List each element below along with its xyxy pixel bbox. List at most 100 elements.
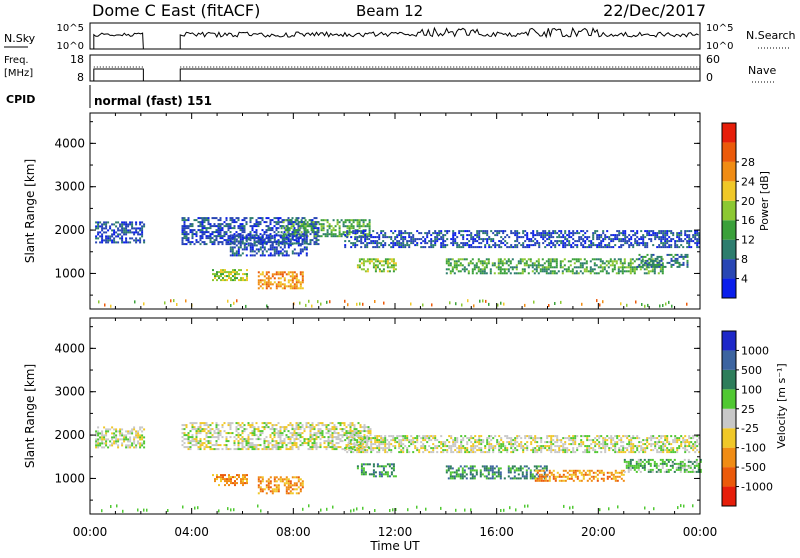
power-echo-cell bbox=[430, 244, 432, 246]
power-echo-cell bbox=[538, 242, 540, 244]
velocity-echo-cell bbox=[284, 442, 286, 444]
power-echo-cell bbox=[436, 240, 438, 242]
velocity-echo-cell bbox=[696, 449, 698, 451]
velocity-echo-cell bbox=[432, 435, 434, 437]
velocity-echo-cell bbox=[670, 435, 672, 437]
power-echo-cell bbox=[200, 221, 202, 223]
velocity-echo-cell bbox=[286, 482, 288, 484]
power-echo-cell bbox=[234, 236, 236, 238]
velocity-echo-cell bbox=[198, 448, 200, 450]
power-echo-cell bbox=[305, 229, 307, 231]
power-echo-cell bbox=[204, 241, 206, 243]
velocity-echo-cell bbox=[522, 447, 524, 449]
power-echo-cell bbox=[424, 238, 426, 240]
power-echo-cell bbox=[694, 232, 696, 234]
power-echo-cell bbox=[268, 229, 270, 231]
power-echo-cell bbox=[242, 279, 244, 281]
power-echo-cell bbox=[624, 232, 626, 234]
velocity-echo-cell bbox=[242, 480, 244, 482]
velocity-echo-cell bbox=[568, 443, 570, 445]
power-echo-cell bbox=[364, 230, 366, 232]
power-echo-cell bbox=[256, 221, 258, 223]
power-echo-cell bbox=[630, 260, 632, 262]
velocity-echo-cell bbox=[365, 473, 367, 475]
velocity-echo-cell bbox=[532, 447, 534, 449]
power-echo-cell bbox=[365, 270, 367, 272]
power-ground-scatter bbox=[308, 300, 310, 303]
velocity-echo-cell bbox=[328, 444, 330, 446]
velocity-echo-cell bbox=[358, 441, 360, 443]
power-echo-cell bbox=[524, 234, 526, 236]
power-echo-cell bbox=[637, 266, 639, 268]
velocity-echo-cell bbox=[246, 440, 248, 442]
power-echo-cell bbox=[534, 264, 536, 266]
velocity-echo-cell bbox=[410, 443, 412, 445]
power-echo-cell bbox=[668, 246, 670, 248]
power-echo-cell bbox=[343, 221, 345, 223]
velocity-echo-cell bbox=[196, 442, 198, 444]
power-echo-cell bbox=[678, 232, 680, 234]
power-echo-cell bbox=[385, 260, 387, 262]
power-echo-cell bbox=[592, 268, 594, 270]
power-echo-cell bbox=[139, 237, 141, 239]
power-echo-cell bbox=[588, 246, 590, 248]
power-echo-cell bbox=[544, 230, 546, 232]
velocity-echo-cell bbox=[296, 438, 298, 440]
power-echo-cell bbox=[350, 246, 352, 248]
power-echo-cell bbox=[462, 230, 464, 232]
velocity-echo-cell bbox=[222, 476, 224, 478]
power-echo-cell bbox=[592, 244, 594, 246]
power-echo-cell bbox=[349, 221, 351, 223]
power-echo-cell bbox=[131, 227, 133, 229]
power-echo-cell bbox=[524, 270, 526, 272]
velocity-echo-cell bbox=[141, 436, 143, 438]
velocity-echo-cell bbox=[630, 441, 632, 443]
power-echo-cell bbox=[272, 219, 274, 221]
power-echo-cell bbox=[550, 270, 552, 272]
velocity-echo-cell bbox=[568, 449, 570, 451]
velocity-echo-cell bbox=[280, 434, 282, 436]
power-echo-cell bbox=[258, 221, 260, 223]
power-echo-cell bbox=[101, 225, 103, 227]
velocity-echo-cell bbox=[538, 445, 540, 447]
power-colorbar-swatch bbox=[722, 123, 736, 142]
velocity-echo-cell bbox=[318, 446, 320, 448]
velocity-echo-cell bbox=[656, 449, 658, 451]
power-echo-cell bbox=[650, 238, 652, 240]
power-echo-cell bbox=[641, 260, 643, 262]
power-echo-cell bbox=[680, 238, 682, 240]
power-echo-cell bbox=[329, 223, 331, 225]
velocity-echo-cell bbox=[143, 446, 145, 448]
power-echo-cell bbox=[696, 244, 698, 246]
velocity-echo-cell bbox=[298, 422, 300, 424]
velocity-echo-cell bbox=[240, 482, 242, 484]
velocity-echo-cell bbox=[310, 438, 312, 440]
power-echo-cell bbox=[516, 232, 518, 234]
power-echo-cell bbox=[378, 246, 380, 248]
power-echo-cell bbox=[194, 229, 196, 231]
velocity-echo-cell bbox=[364, 441, 366, 443]
velocity-echo-cell bbox=[446, 445, 448, 447]
velocity-echo-cell bbox=[298, 486, 300, 488]
velocity-echo-cell bbox=[121, 444, 123, 446]
power-echo-cell bbox=[442, 240, 444, 242]
velocity-echo-cell bbox=[416, 447, 418, 449]
power-echo-cell bbox=[371, 258, 373, 260]
velocity-echo-cell bbox=[196, 422, 198, 424]
velocity-echo-cell bbox=[284, 440, 286, 442]
power-echo-cell bbox=[516, 268, 518, 270]
velocity-echo-cell bbox=[424, 449, 426, 451]
power-echo-cell bbox=[274, 225, 276, 227]
power-echo-cell bbox=[295, 229, 297, 231]
velocity-echo-cell bbox=[454, 439, 456, 441]
power-echo-cell bbox=[646, 272, 648, 274]
velocity-echo-cell bbox=[272, 446, 274, 448]
power-echo-cell bbox=[620, 262, 622, 264]
power-echo-cell bbox=[532, 230, 534, 232]
power-echo-cell bbox=[664, 232, 666, 234]
velocity-echo-cell bbox=[616, 441, 618, 443]
power-echo-cell bbox=[660, 236, 662, 238]
power-echo-cell bbox=[438, 234, 440, 236]
velocity-echo-cell bbox=[624, 435, 626, 437]
velocity-echo-cell bbox=[320, 446, 322, 448]
